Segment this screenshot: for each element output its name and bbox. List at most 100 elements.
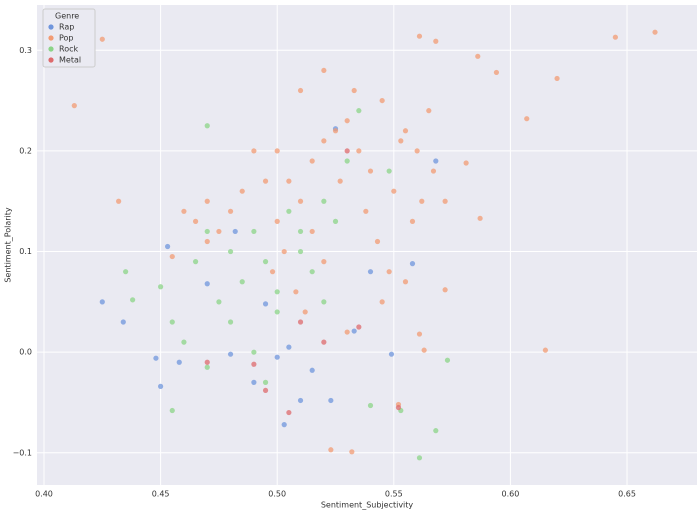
point: [416, 33, 423, 39]
legend-label: Pop: [59, 34, 74, 43]
point: [239, 279, 245, 285]
x-tick-label: 0.65: [618, 490, 636, 499]
plot-area: [37, 5, 697, 485]
point: [433, 158, 439, 164]
point: [71, 103, 77, 109]
point: [524, 116, 530, 122]
legend-box: [42, 8, 96, 68]
point: [274, 148, 280, 154]
point: [302, 309, 308, 315]
point: [204, 123, 210, 129]
point: [442, 287, 448, 293]
point: [493, 69, 500, 76]
point: [269, 269, 276, 275]
point: [176, 359, 182, 365]
y-tick-label: 0.0: [19, 348, 32, 357]
point: [328, 447, 334, 453]
point: [227, 351, 234, 357]
point: [169, 319, 175, 325]
point: [321, 299, 327, 305]
point: [351, 328, 357, 334]
point: [293, 289, 299, 295]
point: [181, 339, 187, 345]
point: [204, 198, 210, 204]
point: [227, 208, 234, 214]
x-tick-label: 0.45: [152, 490, 170, 499]
point: [99, 299, 105, 305]
point: [477, 215, 483, 221]
x-tick-label: 0.55: [385, 490, 403, 499]
point: [398, 138, 404, 144]
point: [442, 198, 448, 204]
point: [337, 178, 343, 184]
point: [116, 198, 122, 204]
point: [463, 160, 469, 166]
point: [356, 148, 362, 154]
legend-label: Rap: [59, 23, 74, 32]
point: [388, 351, 395, 357]
point: [409, 261, 416, 267]
point: [153, 355, 159, 361]
point: [309, 269, 315, 275]
point: [181, 208, 187, 214]
legend-label: Metal: [59, 56, 81, 65]
point: [251, 148, 257, 154]
point: [297, 397, 304, 404]
point: [367, 402, 374, 409]
y-axis-label: Sentiment_Polarity: [4, 207, 13, 283]
point: [332, 218, 339, 224]
x-tick-label: 0.60: [502, 490, 520, 499]
point: [204, 238, 210, 245]
point: [363, 208, 369, 214]
point: [286, 178, 292, 184]
point: [262, 379, 269, 385]
point: [251, 228, 257, 235]
point: [367, 168, 374, 174]
point: [192, 218, 199, 224]
point: [475, 53, 481, 59]
point: [204, 228, 210, 235]
point: [251, 349, 257, 355]
point: [169, 253, 175, 260]
point: [374, 238, 381, 245]
point: [262, 301, 269, 307]
point: [216, 228, 222, 235]
point: [332, 128, 339, 134]
point: [297, 87, 304, 94]
point: [286, 344, 292, 350]
point: [281, 248, 287, 255]
point: [356, 324, 362, 330]
y-tick-label: 0.2: [19, 146, 32, 155]
point: [430, 168, 437, 174]
point: [421, 347, 427, 353]
point: [416, 455, 423, 461]
point: [321, 138, 327, 144]
point: [281, 422, 287, 428]
point: [367, 269, 374, 275]
y-tick-label: 0.1: [19, 247, 32, 256]
point: [158, 284, 164, 290]
point: [344, 329, 350, 335]
legend-marker: [48, 57, 54, 63]
point: [321, 259, 327, 265]
point: [297, 228, 304, 235]
point: [386, 168, 392, 174]
point: [204, 281, 210, 287]
point: [262, 387, 269, 394]
point: [379, 299, 385, 305]
point: [123, 269, 129, 275]
point: [232, 228, 238, 235]
point: [414, 148, 420, 154]
point: [328, 397, 334, 404]
y-tick-label: 0.3: [19, 46, 32, 55]
point: [554, 75, 560, 82]
point: [344, 158, 350, 164]
point: [391, 188, 397, 194]
point: [309, 228, 315, 235]
point: [274, 309, 280, 315]
legend-label: Rock: [59, 45, 78, 54]
point: [216, 299, 222, 305]
y-tick-label: −0.1: [13, 448, 32, 457]
point: [274, 289, 280, 295]
